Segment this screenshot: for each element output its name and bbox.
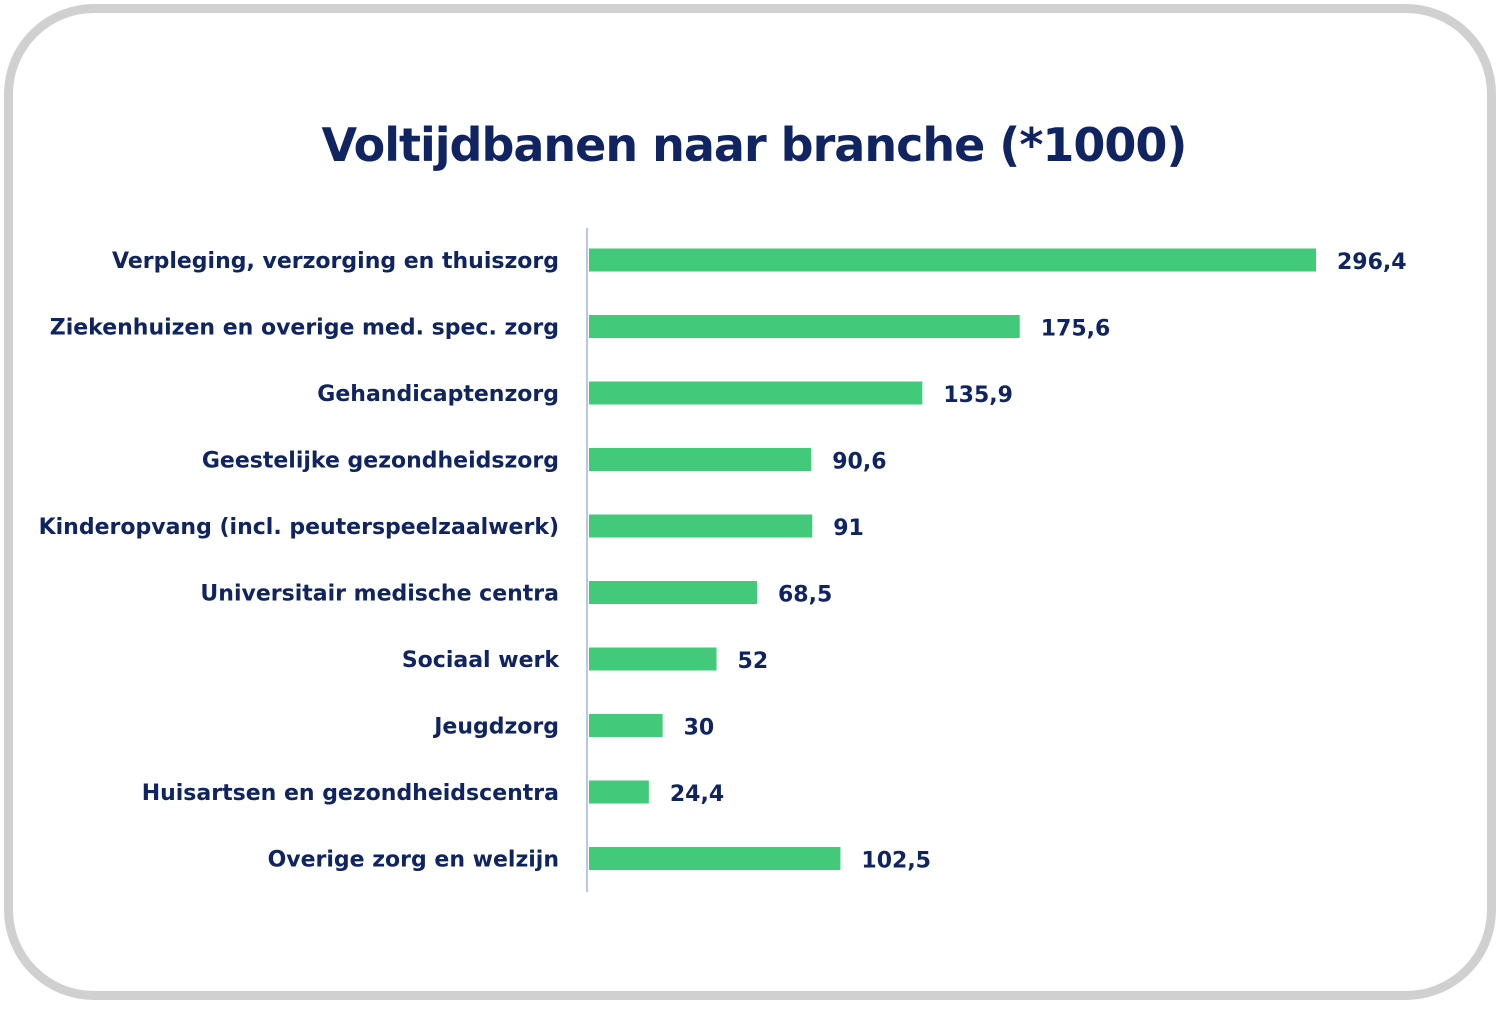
category-labels-layer: Verpleging, verzorging en thuiszorg Zieke… — [39, 249, 561, 873]
category-label: Ziekenhuizen en overige med. spec. zorg — [50, 316, 559, 341]
category-label: Jeugdzorg — [432, 715, 559, 740]
data-label: 30 — [684, 716, 715, 741]
data-label: 296,4 — [1337, 250, 1407, 275]
category-label: Sociaal werk — [402, 648, 561, 673]
bar — [589, 315, 1020, 338]
bar — [589, 514, 813, 538]
bar — [589, 780, 649, 804]
bar — [589, 448, 812, 471]
data-label: 52 — [738, 649, 769, 674]
data-label: 68,5 — [778, 583, 832, 608]
data-label: 102,5 — [861, 849, 931, 874]
data-label: 24,4 — [670, 782, 724, 807]
data-label: 90,6 — [832, 450, 886, 475]
category-label: Gehandicaptenzorg — [317, 382, 559, 407]
bars-layer — [589, 248, 1316, 870]
category-label: Kinderopvang (incl. peuterspeelzaalwerk) — [39, 515, 559, 540]
value-labels-layer: 296,4 175,6 135,9 90,6 91 68,5 52 30 24,4 102,5 — [670, 250, 1407, 874]
category-label: Verpleging, verzorging en thuiszorg — [112, 249, 559, 274]
category-label: Universitair medische centra — [200, 582, 559, 607]
category-label: Overige zorg en welzijn — [268, 848, 559, 873]
bar — [589, 714, 663, 737]
bar — [589, 381, 923, 405]
data-label: 175,6 — [1041, 317, 1111, 342]
bar — [589, 581, 758, 604]
category-label: Huisartsen en gezondheidscentra — [142, 781, 559, 806]
chart-title: Voltijdbanen naar branche (*1000) — [321, 118, 1188, 172]
data-label: 135,9 — [943, 383, 1013, 408]
bar — [589, 248, 1316, 272]
data-label: 91 — [833, 516, 864, 541]
bar — [589, 647, 717, 671]
chart-frame — [4, 4, 1496, 1000]
category-label: Geestelijke gezondheidszorg — [202, 449, 559, 474]
bar — [589, 847, 841, 870]
